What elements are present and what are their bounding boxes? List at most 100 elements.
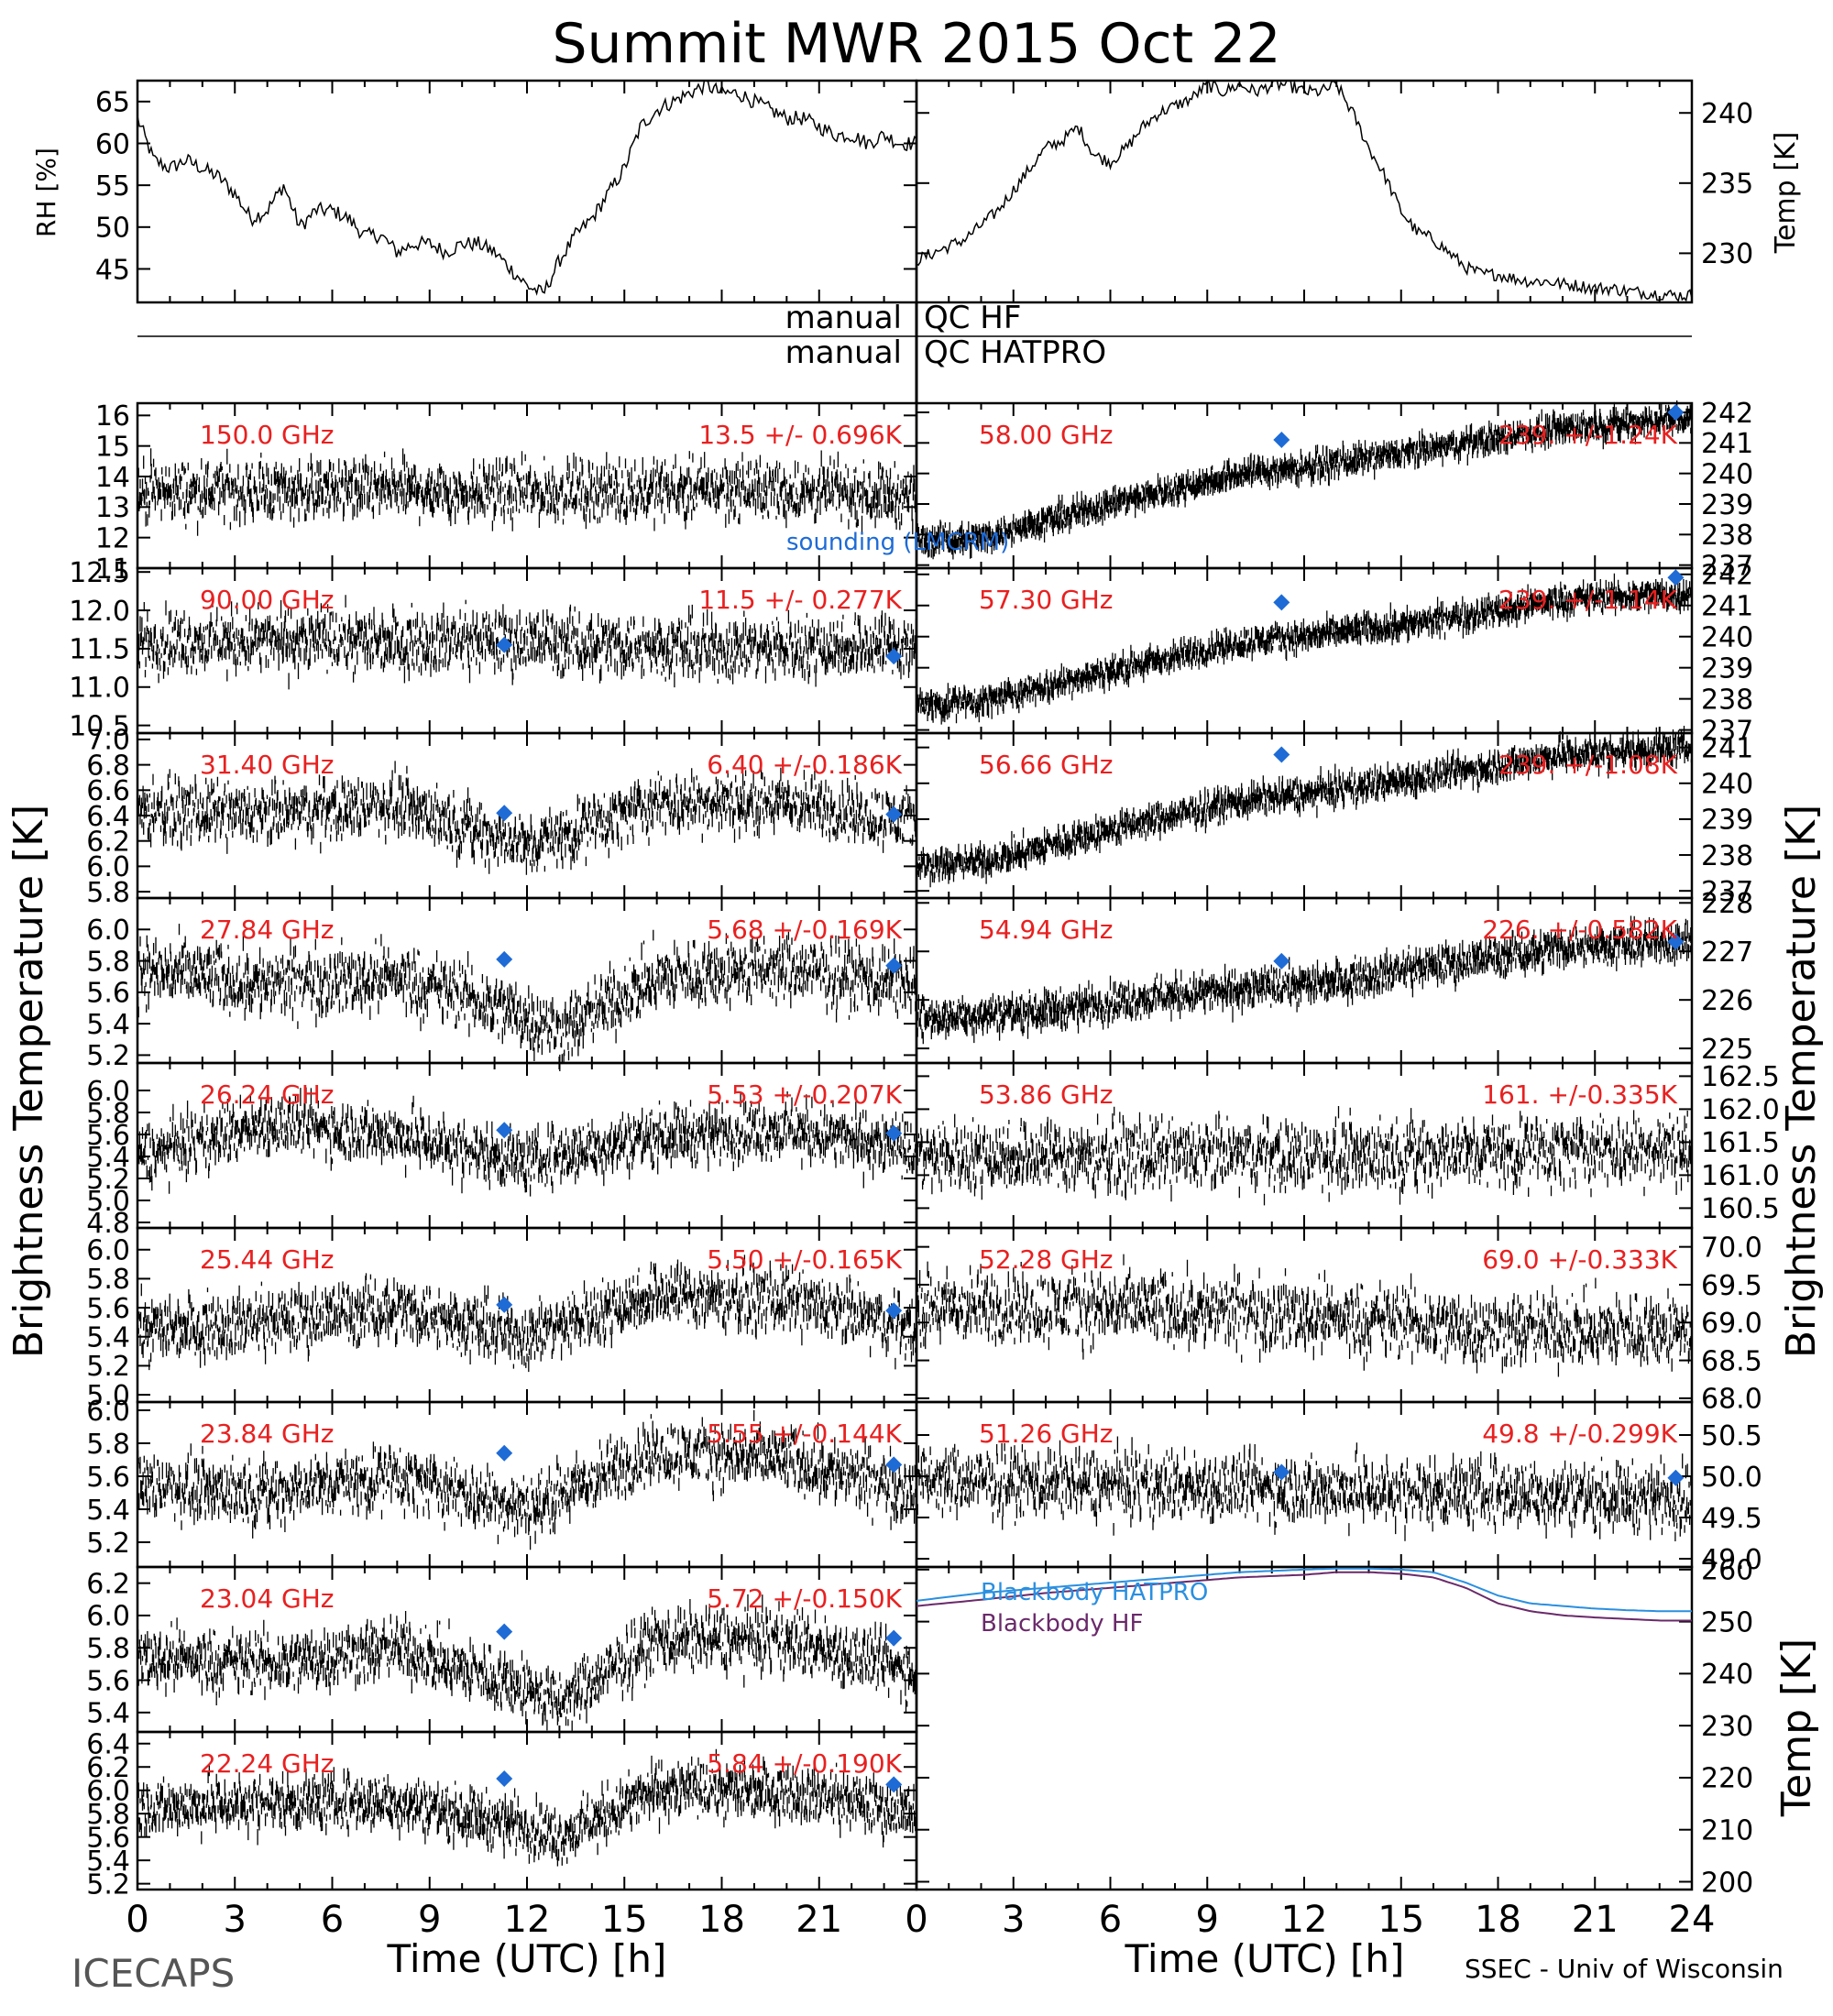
rh-axis-label: RH [%]	[31, 148, 61, 237]
channel-data	[916, 726, 1693, 888]
temp-axis-label: Temp [K]	[1770, 132, 1802, 255]
y-tick-label: 49.5	[1701, 1503, 1762, 1535]
y-tick-label: 225	[1701, 1034, 1753, 1066]
sounding-marker	[496, 1769, 513, 1787]
y-tick-label: 5.8	[86, 1429, 130, 1461]
channel-frequency-label: 90.00 GHz	[200, 585, 335, 615]
channel-panel: 5.05.25.45.65.86.0 25.44 GHz 5.50 +/-0.165…	[86, 1226, 918, 1412]
sounding-marker	[885, 1629, 903, 1647]
y-tick-label: 240	[1701, 458, 1753, 490]
sounding-marker	[496, 1122, 513, 1139]
channel-frequency-label: 25.44 GHz	[200, 1244, 335, 1275]
y-tick-label: 5.2	[86, 1040, 130, 1072]
y-tick-label: 5.0	[86, 1380, 130, 1412]
y-tick-label: 6.0	[86, 1235, 130, 1267]
channel-panel: 68.0 68.5 69.0 69.5 70.0 52.28 GHz 69.0 +/-0.3…	[915, 1226, 1762, 1416]
y-tick-label: 230	[1701, 1711, 1753, 1743]
y-tick-label: 60	[95, 128, 130, 160]
channel-data	[916, 400, 1693, 560]
x-tick-label: 21	[1572, 1899, 1619, 1941]
y-tick-label: 11	[95, 553, 130, 586]
y-tick-label: 5.2	[86, 1528, 130, 1560]
sounding-marker	[496, 1444, 513, 1462]
y-tick-label: 238	[1701, 684, 1753, 716]
sounding-marker	[885, 648, 903, 665]
y-tick-label: 200	[1701, 1867, 1753, 1899]
channel-panel: 5.45.65.86.06.2 23.04 GHz 5.72 +/-0.150K	[86, 1565, 918, 1734]
channel-panel: 5.25.45.65.86.0 27.84 GHz 5.68 +/-0.169K	[86, 896, 918, 1072]
channel-panel: 49.0 49.5 50.0 50.5 51.26 GHz 49.8 +/-0.299K	[915, 1400, 1762, 1576]
sounding-marker	[1273, 952, 1290, 970]
y-tick-label: 12	[95, 522, 130, 554]
y-tick-label: 241	[1701, 428, 1753, 460]
y-tick-label: 5.6	[86, 1665, 130, 1697]
y-tick-label: 5.4	[86, 1009, 130, 1041]
y-tick-label: 10.5	[69, 710, 130, 742]
sounding-marker	[496, 950, 513, 968]
y-tick-label: 5.4	[86, 1846, 130, 1878]
rh-line	[137, 80, 917, 296]
y-tick-label: 238	[1701, 520, 1753, 552]
y-tick-label: 162.0	[1701, 1094, 1780, 1126]
channel-stat-label: 5.55 +/-0.144K	[707, 1419, 902, 1449]
channel-data	[916, 1106, 1693, 1206]
channel-frequency-label: 26.24 GHz	[200, 1079, 335, 1110]
channel-data	[137, 761, 917, 875]
temp-panel: 230 235 240 Temp [K]	[915, 79, 1802, 304]
y-tick-label: 6.0	[86, 1396, 130, 1428]
channel-panel: 10.5 11.0 11.5 12.0 12.5 90.00 GHz 11.5 +/- 0.…	[69, 557, 918, 742]
x-axes: 0 3 6 9 12 15 18 21 0 3 6 9 12 15 18 21 24	[126, 1899, 1715, 1941]
y-tick-label: 237	[1701, 876, 1753, 908]
y-tick-label: 250	[1701, 1606, 1753, 1638]
y-tick-label: 5.8	[86, 946, 130, 978]
y-tick-label: 6.0	[86, 1601, 130, 1633]
rh-ticks: 45 50 55 60 65	[95, 81, 917, 302]
x-tick-label: 6	[321, 1899, 344, 1941]
y-tick-label: 5.4	[86, 1495, 130, 1527]
y-tick-label: 45	[95, 254, 130, 286]
sounding-marker	[496, 1296, 513, 1313]
x-tick-label: 12	[1281, 1899, 1328, 1941]
y-tick-label: 161.0	[1701, 1160, 1780, 1192]
y-tick-label: 68.5	[1701, 1345, 1762, 1377]
y-tick-label: 230	[1701, 238, 1753, 270]
channel-stat-label: 13.5 +/- 0.696K	[698, 420, 902, 450]
ssec-label: SSEC - Univ of Wisconsin	[1465, 1954, 1784, 1984]
y-tick-label: 4.8	[86, 1208, 130, 1240]
sounding-marker	[496, 805, 513, 822]
y-tick-label: 5.4	[86, 1142, 130, 1174]
y-tick-label: 5.6	[86, 1822, 130, 1854]
x-tick-label: 6	[1099, 1899, 1122, 1941]
x-tick-label: 0	[905, 1899, 927, 1941]
y-tick-label: 5.4	[86, 1698, 130, 1730]
y-tick-label: 227	[1701, 937, 1753, 969]
y-tick-label: 226	[1701, 985, 1753, 1017]
y-tick-label: 68.0	[1701, 1384, 1762, 1416]
y-tick-label: 6.0	[86, 915, 130, 947]
sounding-marker	[1273, 1463, 1290, 1481]
temp-frame	[915, 79, 1694, 304]
qc-hf-manual: manual	[785, 300, 902, 336]
y-tick-label: 260	[1701, 1555, 1753, 1587]
y-tick-label: 5.2	[86, 1351, 130, 1383]
y-tick-label: 14	[95, 462, 130, 494]
y-tick-label: 238	[1701, 840, 1753, 872]
y-tick-label: 161.5	[1701, 1127, 1780, 1159]
y-tick-label: 5.2	[86, 1868, 130, 1901]
channel-stat-label: 5.50 +/-0.165K	[707, 1244, 902, 1275]
y-tick-label: 6.4	[86, 801, 130, 833]
channel-stat-label: 239. +/-1.14K	[1498, 585, 1678, 615]
channel-stat-label: 239. +/-1.24K	[1498, 420, 1678, 450]
y-tick-label: 11.5	[69, 634, 130, 666]
y-tick-label: 65	[95, 87, 130, 119]
channel-stat-label: 49.8 +/-0.299K	[1482, 1419, 1677, 1449]
channel-data	[916, 573, 1693, 725]
qc-hatpro-label: QC HATPRO	[924, 334, 1106, 371]
y-tick-label: 228	[1701, 888, 1753, 920]
y-tick-label: 16	[95, 400, 130, 433]
sounding-marker	[1273, 594, 1290, 611]
channel-frequency-label: 53.86 GHz	[979, 1079, 1114, 1110]
